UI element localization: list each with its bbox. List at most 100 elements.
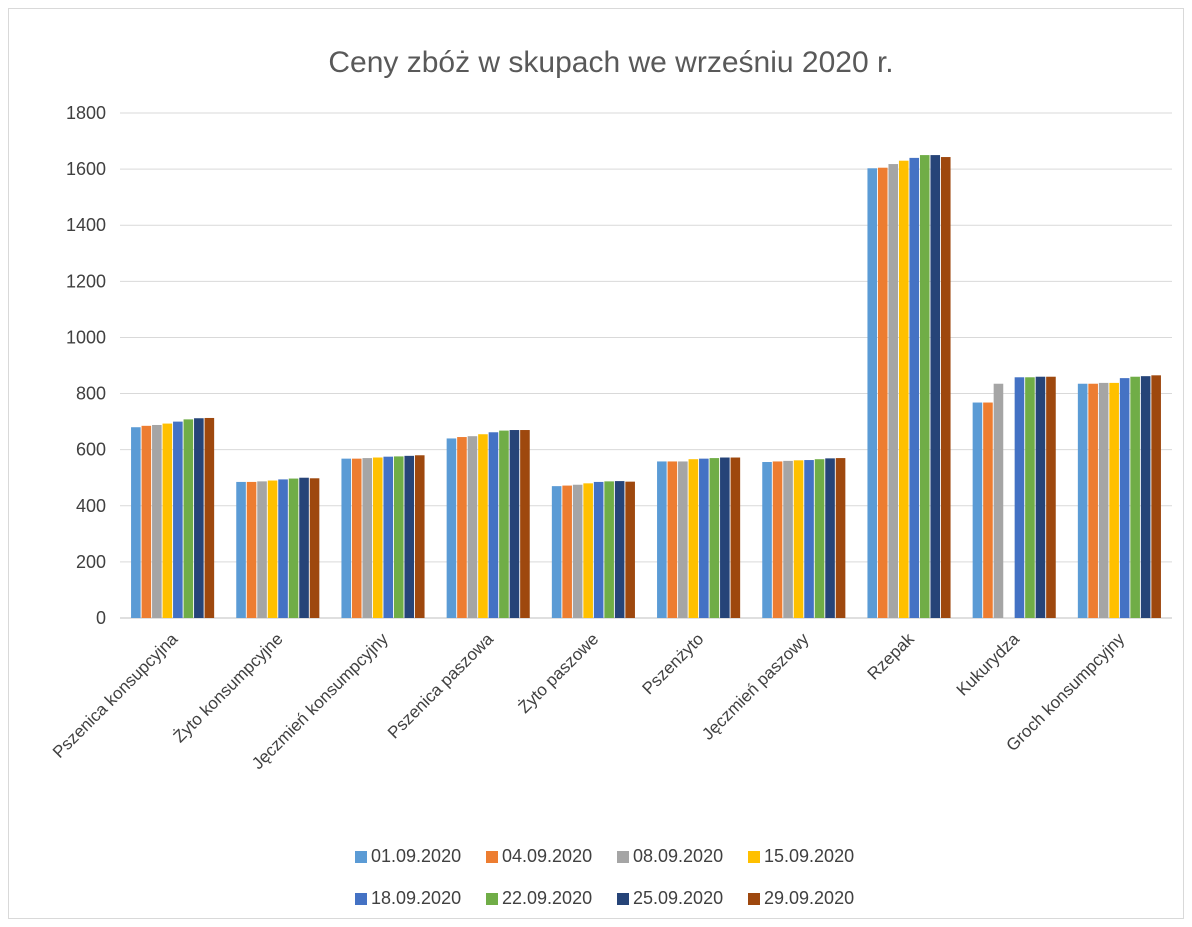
bar (278, 479, 288, 618)
bar (1151, 375, 1161, 618)
bar (594, 482, 604, 618)
legend-swatch (486, 893, 498, 905)
bar (731, 458, 741, 618)
bar (457, 437, 467, 618)
legend-swatch (748, 851, 760, 863)
x-category-label: Pszenica paszowa (384, 629, 497, 742)
bar (836, 458, 846, 618)
bar (152, 425, 162, 618)
bar (878, 168, 888, 618)
bar (615, 481, 625, 618)
x-category-label: Rzepak (864, 629, 919, 684)
bar (1099, 383, 1109, 618)
bar (489, 432, 499, 618)
bar (468, 436, 478, 618)
legend-swatch (617, 851, 629, 863)
bar (689, 459, 699, 618)
bar (899, 161, 909, 618)
y-tick-label: 400 (76, 496, 106, 516)
legend-swatch (748, 893, 760, 905)
bar (510, 430, 520, 618)
bar (236, 482, 246, 618)
legend-label: 01.09.2020 (371, 846, 461, 866)
bar (341, 459, 351, 618)
x-category-label: Groch konsumpcyjny (1003, 629, 1129, 755)
x-category-label: Żyto konsumpcyjne (170, 629, 287, 746)
bar (447, 438, 457, 618)
bar (804, 460, 814, 618)
x-category-label: Pszenica konsupcyjna (49, 629, 182, 762)
bar (815, 459, 825, 618)
bar (1015, 377, 1025, 618)
bar (1120, 378, 1130, 618)
bar (415, 455, 425, 618)
bar (383, 457, 393, 618)
legend-swatch (355, 893, 367, 905)
bar (194, 418, 204, 618)
gridlines (120, 113, 1172, 618)
bar (205, 418, 215, 618)
bar (184, 419, 194, 618)
y-axis-ticks: 0 200 400 600 800 1000 1200 1400 1600 1800 (66, 103, 106, 628)
bar (142, 426, 152, 618)
bar (604, 481, 614, 618)
y-tick-label: 1000 (66, 327, 106, 347)
bar (362, 458, 372, 618)
x-category-label: Żyto paszowe (515, 629, 603, 717)
bar (909, 158, 919, 618)
bar (1130, 377, 1140, 618)
bar (173, 422, 183, 618)
x-category-label: Jęczmień paszowy (698, 629, 813, 744)
bar (1078, 384, 1088, 618)
bar (710, 458, 720, 618)
bar (794, 460, 804, 618)
bar (310, 478, 320, 618)
legend-label: 08.09.2020 (633, 846, 723, 866)
legend-swatch (617, 893, 629, 905)
bar (552, 486, 562, 618)
bar (257, 481, 267, 618)
bar (299, 478, 309, 618)
bar (1046, 377, 1056, 618)
bar (941, 157, 951, 618)
y-tick-label: 200 (76, 552, 106, 572)
legend: 01.09.2020 04.09.2020 08.09.2020 15.09.2020… (355, 846, 854, 908)
bar (562, 486, 572, 618)
bar (888, 164, 898, 618)
legend-label: 25.09.2020 (633, 888, 723, 908)
bar (499, 431, 509, 618)
bars (131, 155, 1161, 618)
bar (762, 462, 772, 618)
bar (478, 434, 488, 618)
bar (394, 456, 404, 618)
bar (668, 461, 678, 618)
y-tick-label: 1400 (66, 215, 106, 235)
bar (373, 458, 383, 618)
y-tick-label: 0 (96, 608, 106, 628)
legend-swatch (486, 851, 498, 863)
bar (131, 427, 141, 618)
bar (268, 481, 278, 618)
bar (657, 461, 667, 618)
y-tick-label: 1200 (66, 271, 106, 291)
y-tick-label: 1800 (66, 103, 106, 123)
bar (1088, 384, 1098, 618)
bar (983, 403, 993, 618)
bar (825, 458, 835, 618)
bar (625, 482, 635, 618)
bar (520, 430, 530, 618)
bar (773, 461, 783, 618)
bar (867, 168, 877, 618)
legend-label: 29.09.2020 (764, 888, 854, 908)
x-category-label: Pszenżyto (639, 629, 708, 698)
bar (1109, 383, 1119, 618)
bar (573, 485, 583, 618)
bar (163, 424, 173, 618)
bar (352, 459, 362, 618)
bar (930, 155, 940, 618)
bar (994, 384, 1004, 618)
bar (720, 458, 730, 618)
legend-label: 18.09.2020 (371, 888, 461, 908)
